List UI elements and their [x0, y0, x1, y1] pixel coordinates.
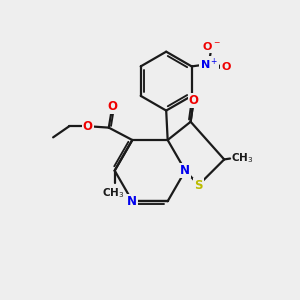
Text: CH$_3$: CH$_3$: [231, 151, 253, 165]
Text: N$^+$: N$^+$: [200, 56, 218, 72]
Text: O$^-$: O$^-$: [202, 40, 221, 52]
Text: CH$_3$: CH$_3$: [102, 186, 124, 200]
Text: N: N: [180, 164, 190, 177]
Text: N: N: [127, 195, 137, 208]
Text: O: O: [189, 94, 199, 107]
Text: O: O: [107, 100, 117, 113]
Text: O: O: [82, 120, 93, 133]
Text: S: S: [194, 178, 203, 191]
Text: O: O: [221, 62, 230, 72]
